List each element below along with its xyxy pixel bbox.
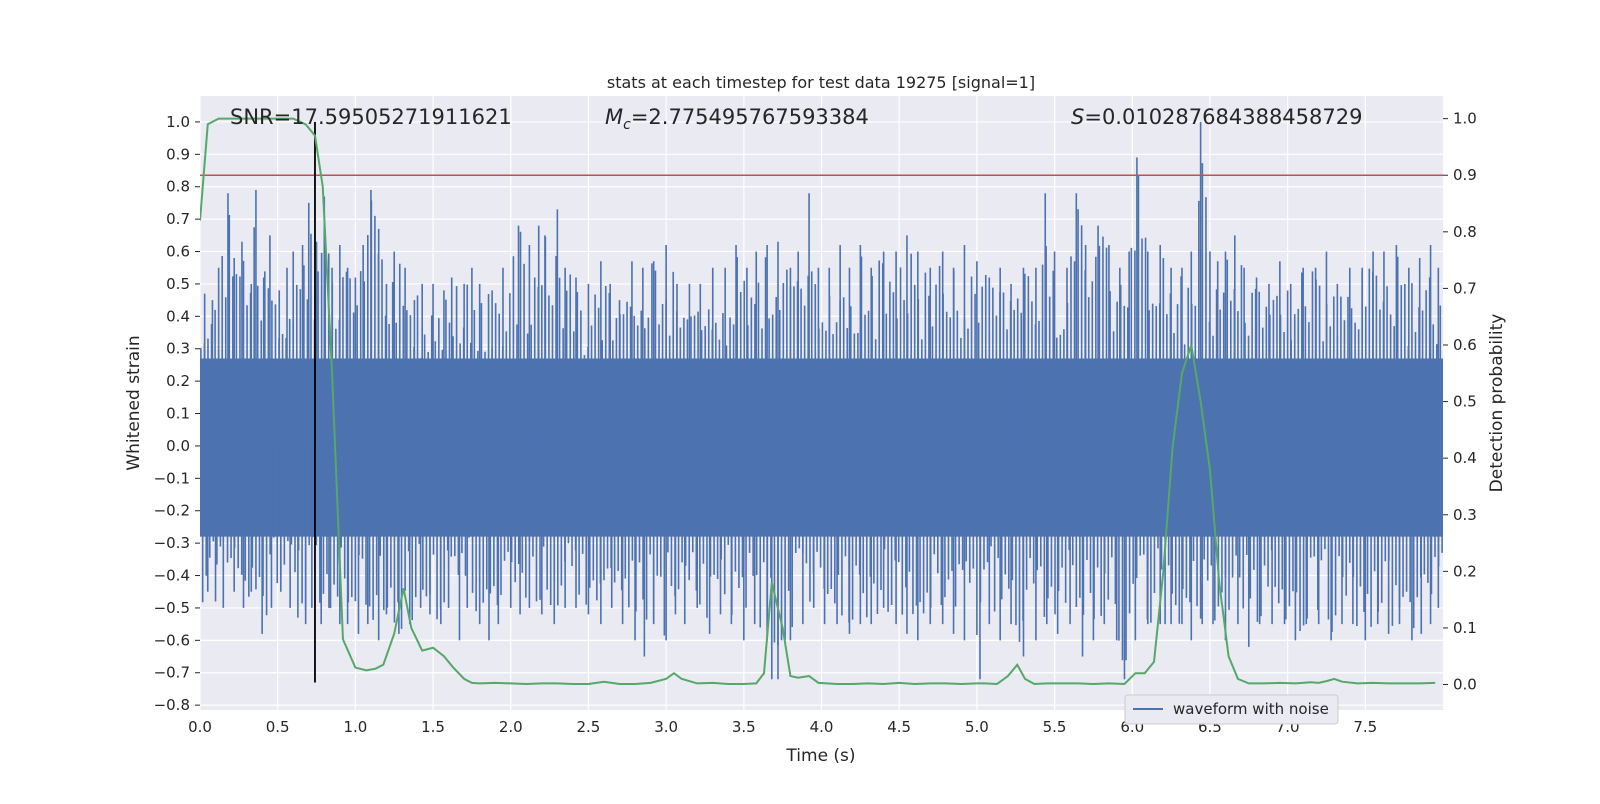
y-tick-label: 0.5 xyxy=(166,275,190,293)
legend: waveform with noise xyxy=(1124,694,1339,725)
y-tick-label: −0.5 xyxy=(154,599,190,617)
y2-tick-label: 0.0 xyxy=(1453,676,1477,694)
x-tick-label: 4.5 xyxy=(887,718,911,736)
y2-tick-label: 0.6 xyxy=(1453,336,1477,354)
chart-title: stats at each timestep for test data 192… xyxy=(607,73,1035,92)
y-tick-label: −0.7 xyxy=(154,664,190,682)
x-tick-label: 1.0 xyxy=(343,718,367,736)
y-tick-label: −0.4 xyxy=(154,567,190,585)
x-tick-label: 4.0 xyxy=(810,718,834,736)
x-tick-label: 5.5 xyxy=(1043,718,1067,736)
y2-tick-label: 0.4 xyxy=(1453,449,1477,467)
legend-label: waveform with noise xyxy=(1173,700,1329,718)
y-tick-label: −0.1 xyxy=(154,469,190,487)
chirp-mass-annotation: Mc=2.775495767593384 xyxy=(605,105,869,133)
y2-tick-label: 0.1 xyxy=(1453,619,1477,637)
y2-axis-label: Detection probability xyxy=(1487,314,1507,493)
y-tick-label: 0.2 xyxy=(166,372,190,390)
x-tick-label: 0.5 xyxy=(266,718,290,736)
y-tick-label: 1.0 xyxy=(166,113,190,131)
y-axis-ticks: −0.8 −0.7 −0.6 −0.5 −0.4 −0.3 −0.2 −0.1 0.0 0.1 0.… xyxy=(154,113,200,714)
x-tick-label: 2.5 xyxy=(577,718,601,736)
y2-tick-label: 1.0 xyxy=(1453,110,1477,128)
y-tick-label: −0.3 xyxy=(154,534,190,552)
y-tick-label: 0.1 xyxy=(166,405,190,423)
y-tick-label: 0.4 xyxy=(166,307,190,325)
snr-annotation: SNR=17.59505271911621 xyxy=(230,105,512,129)
y-tick-label: 0.6 xyxy=(166,243,190,261)
y2-tick-label: 0.2 xyxy=(1453,562,1477,580)
chirp-mass-value: =2.775495767593384 xyxy=(631,105,869,129)
y2-tick-label: 0.8 xyxy=(1453,223,1477,241)
x-tick-label: 3.5 xyxy=(732,718,756,736)
y-axis-label: Whitened strain xyxy=(124,335,144,470)
x-tick-label: 2.0 xyxy=(499,718,523,736)
y2-tick-label: 0.3 xyxy=(1453,506,1477,524)
legend-box xyxy=(1124,694,1339,725)
detection-probability-line xyxy=(200,117,1436,685)
chirp-mass-subscript: c xyxy=(623,117,631,133)
y-tick-label: 0.3 xyxy=(166,340,190,358)
y2-tick-label: 0.7 xyxy=(1453,279,1477,297)
x-axis-label: Time (s) xyxy=(785,746,855,766)
x-tick-label: 7.5 xyxy=(1353,718,1377,736)
y-tick-label: 0.9 xyxy=(166,145,190,163)
y2-tick-label: 0.5 xyxy=(1453,393,1477,411)
y2-tick-label: 0.9 xyxy=(1453,166,1477,184)
y-tick-label: 0.8 xyxy=(166,178,190,196)
s-value: =0.010287684388458729 xyxy=(1084,105,1362,129)
y-tick-label: −0.2 xyxy=(154,502,190,520)
s-annotation: S=0.010287684388458729 xyxy=(1071,105,1362,129)
y-tick-label: −0.8 xyxy=(154,696,190,714)
s-symbol: S xyxy=(1071,105,1084,129)
x-tick-label: 5.0 xyxy=(965,718,989,736)
y2-axis-ticks: 0.0 0.1 0.2 0.3 0.4 0.5 0.6 0.7 0.8 0.9 1.0 xyxy=(1443,110,1477,694)
x-tick-label: 3.0 xyxy=(654,718,678,736)
x-tick-label: 1.5 xyxy=(421,718,445,736)
y-tick-label: 0.7 xyxy=(166,210,190,228)
strain-spikes xyxy=(200,121,1443,680)
y-tick-label: −0.6 xyxy=(154,631,190,649)
x-tick-label: 0.0 xyxy=(188,718,212,736)
y-tick-label: 0.0 xyxy=(166,437,190,455)
chirp-mass-symbol: M xyxy=(605,105,623,129)
